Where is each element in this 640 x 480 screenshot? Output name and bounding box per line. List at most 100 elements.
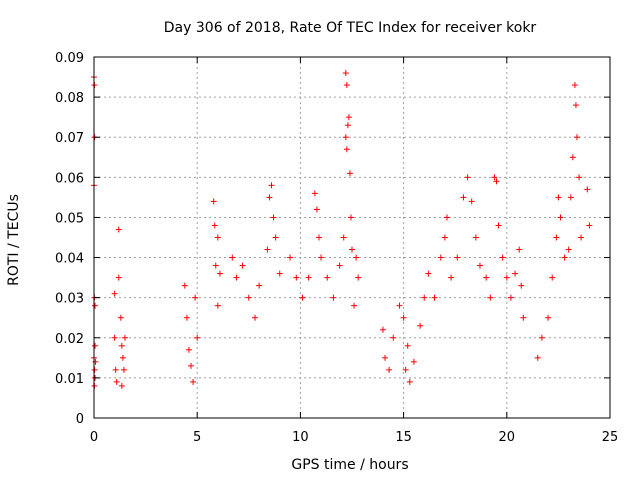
data-point [239, 262, 246, 269]
data-point [351, 302, 358, 309]
data-point [476, 262, 483, 269]
data-point [586, 222, 593, 229]
data-point [276, 270, 283, 277]
data-point [555, 194, 562, 201]
data-point [214, 234, 221, 241]
data-point [256, 282, 263, 289]
x-tick-label: 20 [499, 430, 516, 445]
data-point [549, 274, 556, 281]
data-point [400, 314, 407, 321]
data-point [111, 334, 118, 341]
y-tick-label: 0.01 [55, 372, 84, 387]
data-point [120, 366, 127, 373]
grid-lines [94, 57, 610, 418]
y-tick-label: 0.07 [55, 131, 84, 146]
data-point [344, 122, 351, 129]
data-point [293, 274, 300, 281]
data-point [417, 322, 424, 329]
data-point [495, 222, 502, 229]
data-point [349, 246, 355, 253]
x-tick-label: 10 [292, 430, 309, 445]
data-point [92, 358, 99, 365]
data-point [211, 222, 218, 229]
data-point [233, 274, 240, 281]
data-point [355, 274, 362, 281]
axis-ticks [93, 56, 611, 419]
x-tick-label: 25 [602, 430, 619, 445]
y-tick-label: 0.08 [55, 91, 84, 106]
data-point [347, 214, 354, 221]
data-point [91, 366, 98, 373]
data-point [472, 234, 479, 241]
data-point [493, 178, 500, 185]
data-point [330, 294, 337, 301]
data-point [545, 314, 552, 321]
data-point [264, 246, 271, 253]
data-point [210, 198, 217, 205]
data-point [287, 254, 294, 261]
data-point [340, 234, 347, 241]
y-tick-label: 0.04 [55, 252, 84, 267]
y-tick-label: 0.02 [55, 332, 84, 347]
y-tick-label: 0.06 [55, 171, 84, 186]
data-point [553, 234, 560, 241]
data-point [468, 198, 475, 205]
data-point [299, 294, 306, 301]
data-point [499, 254, 506, 261]
data-point [117, 314, 124, 321]
data-point [190, 378, 197, 385]
data-point [454, 254, 461, 261]
y-tick-label: 0.05 [55, 211, 84, 226]
data-point [212, 262, 219, 269]
data-point [518, 282, 525, 289]
data-point [460, 194, 467, 201]
data-point [345, 114, 352, 121]
data-point [584, 186, 591, 193]
y-tick-label: 0.09 [55, 51, 84, 66]
x-tick-label: 5 [193, 430, 201, 445]
data-point [431, 294, 438, 301]
data-point [216, 270, 223, 277]
data-point [318, 254, 325, 261]
data-point [353, 254, 360, 261]
data-point [379, 326, 386, 333]
data-point [386, 366, 393, 373]
data-point [491, 174, 498, 181]
data-point [270, 214, 277, 221]
data-point [115, 226, 122, 233]
data-point [92, 302, 99, 309]
y-tick-label: 0 [76, 412, 84, 427]
data-point [464, 174, 471, 181]
data-point [315, 234, 322, 241]
data-point [229, 254, 236, 261]
y-tick-label: 0.03 [55, 292, 84, 307]
data-point [503, 274, 510, 281]
data-point [214, 302, 221, 309]
data-point [448, 274, 455, 281]
data-point [382, 354, 389, 361]
data-point [313, 206, 320, 213]
data-point [425, 270, 432, 277]
chart-title: Day 306 of 2018, Rate Of TEC Index for r… [164, 20, 537, 36]
x-axis-label: GPS time / hours [291, 457, 408, 473]
data-point [119, 354, 126, 361]
data-point [185, 346, 192, 353]
data-point [573, 134, 580, 141]
data-point [538, 334, 545, 341]
data-point [266, 194, 273, 201]
data-point [342, 70, 349, 77]
data-point [115, 274, 122, 281]
data-point [121, 334, 128, 341]
data-point [520, 314, 527, 321]
data-point [113, 378, 120, 385]
data-point [390, 334, 397, 341]
data-point [183, 314, 190, 321]
data-point [111, 290, 118, 297]
data-point [311, 190, 318, 197]
data-point [441, 234, 448, 241]
data-point [410, 358, 417, 365]
data-point [534, 354, 541, 361]
x-tick-label: 15 [395, 430, 412, 445]
data-point [346, 170, 353, 177]
